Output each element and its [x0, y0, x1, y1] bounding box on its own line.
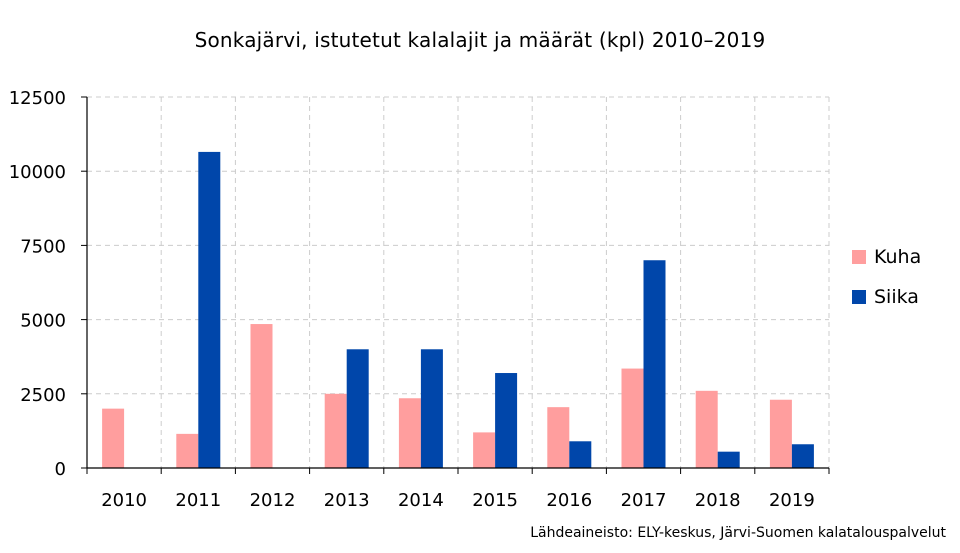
- bar-kuha: [621, 368, 644, 468]
- legend-label-kuha: Kuha: [874, 246, 922, 268]
- bar-siika: [346, 349, 369, 468]
- bar-siika: [643, 260, 666, 468]
- bar-kuha: [769, 399, 792, 468]
- bar-kuha: [324, 393, 347, 468]
- bar-kuha: [398, 398, 421, 468]
- bar-kuha: [547, 407, 570, 468]
- x-tick-label: 2016: [546, 490, 592, 511]
- x-tick-label: 2013: [324, 490, 370, 511]
- bar-siika: [198, 151, 221, 468]
- x-tick-label: 2012: [250, 490, 296, 511]
- bar-siika: [420, 349, 443, 468]
- y-tick-label: 7500: [20, 236, 66, 257]
- legend-swatch-kuha: [852, 250, 866, 264]
- bar-siika: [569, 441, 592, 468]
- y-tick-label: 12500: [9, 88, 66, 109]
- legend-item-siika: Siika: [852, 277, 921, 317]
- bar-siika: [717, 451, 740, 468]
- y-tick-label: 2500: [20, 385, 66, 406]
- chart-title: Sonkajärvi, istutetut kalalajit ja määrä…: [194, 28, 766, 52]
- x-tick-label: 2014: [398, 490, 444, 511]
- legend-swatch-siika: [852, 290, 866, 304]
- bar-siika: [495, 373, 518, 468]
- bar-kuha: [176, 433, 199, 468]
- legend-label-siika: Siika: [874, 286, 919, 308]
- bar-kuha: [695, 390, 718, 468]
- y-tick-label: 10000: [9, 162, 66, 183]
- legend: Kuha Siika: [852, 237, 921, 317]
- x-tick-label: 2011: [175, 490, 221, 511]
- x-tick-label: 2010: [101, 490, 147, 511]
- legend-item-kuha: Kuha: [852, 237, 921, 277]
- bar-kuha: [473, 432, 496, 468]
- y-tick-label: 0: [55, 459, 66, 480]
- bar-kuha: [250, 324, 273, 468]
- source-note: Lähdeaineisto: ELY-keskus, Järvi-Suomen …: [530, 525, 946, 541]
- x-tick-label: 2017: [621, 490, 667, 511]
- bar-kuha: [102, 408, 125, 468]
- x-tick-label: 2019: [769, 490, 815, 511]
- bar-siika: [791, 444, 814, 468]
- y-tick-label: 5000: [20, 311, 66, 332]
- x-tick-label: 2018: [695, 490, 741, 511]
- x-tick-label: 2015: [472, 490, 518, 511]
